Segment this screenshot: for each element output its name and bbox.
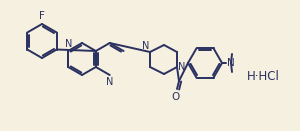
Text: N: N <box>178 62 185 72</box>
Text: N: N <box>227 58 235 68</box>
Text: N: N <box>106 77 113 87</box>
Text: N: N <box>142 41 149 51</box>
Text: F: F <box>39 11 45 21</box>
Text: H·HCl: H·HCl <box>247 70 279 83</box>
Text: N: N <box>65 39 73 49</box>
Text: O: O <box>172 92 180 102</box>
